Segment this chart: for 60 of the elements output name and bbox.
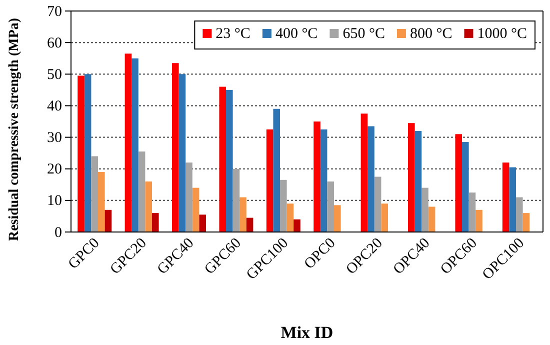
bar <box>476 210 482 232</box>
bar <box>178 74 186 232</box>
bar <box>414 130 422 232</box>
legend-label: 400 °C <box>275 26 318 42</box>
bar <box>516 197 523 232</box>
bar <box>273 108 280 232</box>
y-tick-label: 50 <box>47 66 62 83</box>
bar <box>455 134 462 232</box>
x-axis-title: Mix ID <box>280 323 334 342</box>
bar <box>192 188 200 232</box>
bar <box>240 197 246 232</box>
bar <box>219 86 226 232</box>
bar <box>327 181 334 232</box>
bar <box>145 181 152 232</box>
bar <box>374 176 382 232</box>
bar <box>522 213 530 232</box>
bar <box>78 76 84 232</box>
bar <box>84 74 92 232</box>
bar <box>232 168 240 232</box>
y-tick-label: 20 <box>47 162 62 178</box>
legend-label: 650 °C <box>342 26 385 42</box>
bar <box>368 126 374 232</box>
bar <box>280 180 287 232</box>
y-tick-label: 0 <box>54 224 62 241</box>
bar <box>408 123 415 232</box>
bar <box>428 206 436 232</box>
bar <box>468 192 476 232</box>
bar <box>132 58 138 232</box>
bar <box>294 219 300 232</box>
bar <box>104 210 112 232</box>
bar <box>91 156 98 232</box>
bar <box>381 204 388 232</box>
bar <box>172 63 179 232</box>
bar <box>462 142 469 232</box>
bar <box>186 162 192 232</box>
y-tick-label: 30 <box>47 130 62 146</box>
bar <box>98 172 105 232</box>
bar <box>502 162 510 232</box>
bar <box>422 188 428 232</box>
bar <box>509 167 516 232</box>
bar <box>124 54 132 232</box>
bar <box>286 204 294 232</box>
y-tick-label: 40 <box>47 98 62 115</box>
legend-label: 800 °C <box>410 26 452 42</box>
bar <box>360 114 368 232</box>
legend-label: 1000 °C <box>477 26 527 42</box>
bar <box>266 129 274 232</box>
bar <box>152 213 159 232</box>
bar <box>199 214 206 232</box>
legend-label: 23 °C <box>216 26 250 42</box>
bar <box>320 129 328 232</box>
bar <box>226 90 233 232</box>
y-tick-label: 10 <box>47 193 62 210</box>
bar <box>138 151 146 232</box>
bar <box>334 205 341 232</box>
y-tick-label: 60 <box>47 35 62 52</box>
bar <box>246 218 254 232</box>
bar <box>314 122 320 232</box>
y-tick-label: 70 <box>47 4 62 20</box>
y-axis-title: Residual compressive strength (MPa) <box>7 18 22 242</box>
